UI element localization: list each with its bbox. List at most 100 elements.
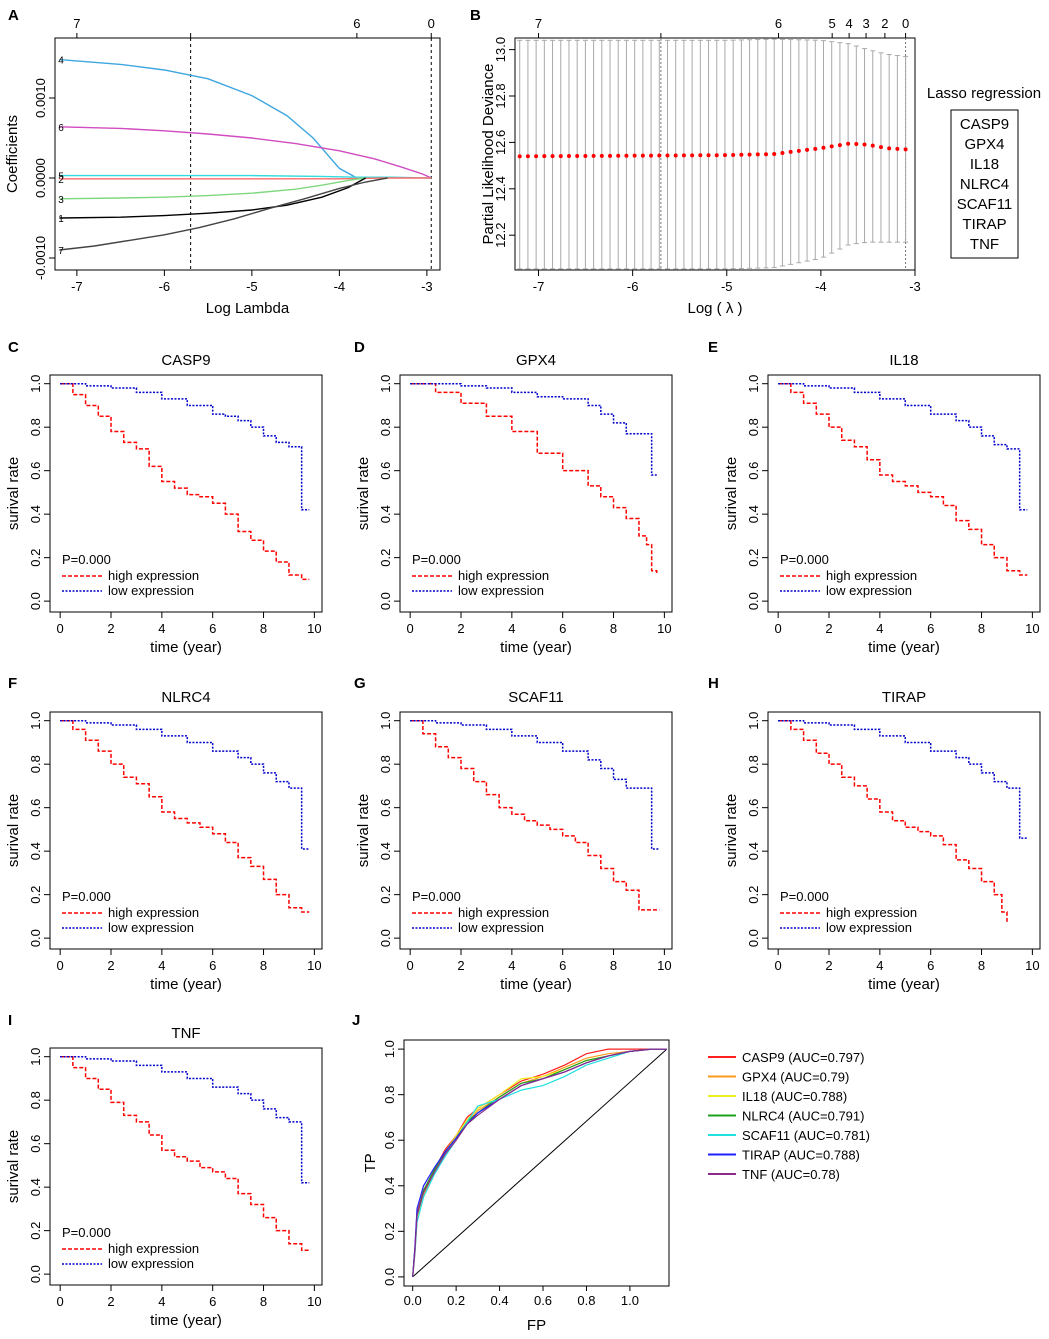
x-tick-label: 0 xyxy=(57,1294,64,1309)
x-tick-label: 10 xyxy=(657,621,671,636)
x-axis-label: time (year) xyxy=(868,976,940,993)
legend-label: high expression xyxy=(108,568,199,583)
legend-label: high expression xyxy=(458,905,549,920)
deviance-point xyxy=(805,147,810,152)
deviance-point xyxy=(517,154,522,159)
coef-path-label: 1 xyxy=(58,214,64,225)
y-tick-label: 0.0 xyxy=(746,592,761,610)
plot-frame xyxy=(767,711,1041,950)
y-tick-label: 0.8 xyxy=(378,418,393,436)
x-axis-label: Log Lambda xyxy=(206,300,290,317)
coef-path-4 xyxy=(59,58,358,179)
deviance-point xyxy=(887,146,892,151)
y-tick-label: 0.4 xyxy=(746,842,761,860)
x-tick-label: -7 xyxy=(71,279,83,294)
plot-frame xyxy=(49,374,323,613)
plot-frame xyxy=(514,37,916,271)
y-tick-label: 1.0 xyxy=(28,1048,43,1066)
x-tick-label: -7 xyxy=(533,279,545,294)
y-tick-label: 0.2 xyxy=(28,549,43,567)
coef-path-label: 6 xyxy=(58,123,64,134)
plot-frame xyxy=(49,1047,323,1286)
x-tick-label: 10 xyxy=(1025,958,1039,973)
y-tick-label: 0.0 xyxy=(378,929,393,947)
legend-label: low expression xyxy=(108,1256,194,1271)
legend-label: NLRC4 (AUC=0.791) xyxy=(742,1109,864,1124)
y-tick-label: 1.0 xyxy=(28,375,43,393)
lasso-gene-box: Lasso regression CASP9 GPX4 IL18 NLRC4 SCAF11… xyxy=(927,85,1041,259)
low-expression-curve xyxy=(778,719,1028,839)
legend-label: CASP9 (AUC=0.797) xyxy=(742,1050,864,1065)
low-expression-curve xyxy=(60,1055,310,1184)
deviance-point xyxy=(772,151,777,156)
panel-letter-D: D xyxy=(354,339,365,356)
legend-label: low expression xyxy=(108,920,194,935)
x-axis-label: time (year) xyxy=(150,639,222,656)
lasso-gene-scaf11: SCAF11 xyxy=(957,196,1013,213)
x-axis-label: time (year) xyxy=(500,976,572,993)
deviance-point xyxy=(739,152,744,157)
p-value: P=0.000 xyxy=(412,552,461,567)
deviance-point xyxy=(788,149,793,154)
high-expression-curve xyxy=(778,719,1008,923)
y-tick-label: 0.6 xyxy=(28,799,43,817)
top-tick-label: 6 xyxy=(353,16,360,31)
y-tick-label: 0.2 xyxy=(378,886,393,904)
deviance-point xyxy=(846,141,851,146)
deviance-point xyxy=(722,153,727,158)
deviance-point xyxy=(558,154,563,159)
y-tick-label: 0.8 xyxy=(28,418,43,436)
plot-title: TNF xyxy=(171,1025,200,1042)
lasso-box-title: Lasso regression xyxy=(927,85,1041,102)
y-tick-label: 0.4 xyxy=(28,505,43,523)
legend-label: TIRAP (AUC=0.788) xyxy=(742,1148,860,1163)
y-tick-label: 0.6 xyxy=(28,462,43,480)
y-tick-label: 1.0 xyxy=(378,375,393,393)
panel-letter-A: A xyxy=(8,7,19,24)
y-tick-label: 0.0010 xyxy=(33,78,48,118)
y-tick-label: 1.0 xyxy=(746,712,761,730)
x-tick-label: 2 xyxy=(457,621,464,636)
x-tick-label: -3 xyxy=(421,279,433,294)
p-value: P=0.000 xyxy=(62,552,111,567)
x-tick-label: 4 xyxy=(158,1294,165,1309)
deviance-point xyxy=(632,153,637,158)
legend-label: high expression xyxy=(826,568,917,583)
y-tick-label: 12.4 xyxy=(493,176,508,201)
coef-path-label: 4 xyxy=(58,56,64,67)
y-tick-label: 0.0 xyxy=(378,592,393,610)
deviance-point xyxy=(878,145,883,150)
x-tick-label: 6 xyxy=(209,958,216,973)
legend-label: low expression xyxy=(108,583,194,598)
deviance-point xyxy=(649,153,654,158)
x-tick-label: 0.6 xyxy=(534,1293,552,1308)
coef-path-7 xyxy=(59,177,388,251)
y-tick-label: 12.8 xyxy=(493,83,508,108)
panel-letter-E: E xyxy=(708,339,718,356)
coef-path-label: 7 xyxy=(58,246,64,257)
plot-frame xyxy=(403,1039,670,1287)
legend-label: high expression xyxy=(108,1241,199,1256)
top-tick-label: 2 xyxy=(881,16,888,31)
deviance-point xyxy=(895,146,900,151)
deviance-point xyxy=(821,145,826,150)
high-expression-curve xyxy=(60,382,310,581)
y-tick-label: 0.2 xyxy=(28,886,43,904)
lasso-gene-il18: IL18 xyxy=(970,156,999,173)
high-expression-curve xyxy=(60,719,310,913)
y-tick-label: 0.8 xyxy=(746,418,761,436)
y-axis-label: Coefficients xyxy=(4,115,21,193)
x-tick-label: 0 xyxy=(775,621,782,636)
y-axis-label: Partial Likelihood Deviance xyxy=(480,64,497,245)
plot-title: GPX4 xyxy=(516,352,556,369)
y-tick-label: 0.0 xyxy=(28,1265,43,1283)
x-tick-label: -4 xyxy=(334,279,346,294)
panel-letter-J: J xyxy=(352,1012,360,1029)
panel-letter-C: C xyxy=(8,339,19,356)
x-tick-label: 8 xyxy=(260,621,267,636)
deviance-point xyxy=(764,152,769,157)
x-tick-label: 8 xyxy=(610,958,617,973)
y-tick-label: 0.0000 xyxy=(33,158,48,198)
top-tick-label: 6 xyxy=(775,16,782,31)
x-tick-label: 2 xyxy=(825,621,832,636)
